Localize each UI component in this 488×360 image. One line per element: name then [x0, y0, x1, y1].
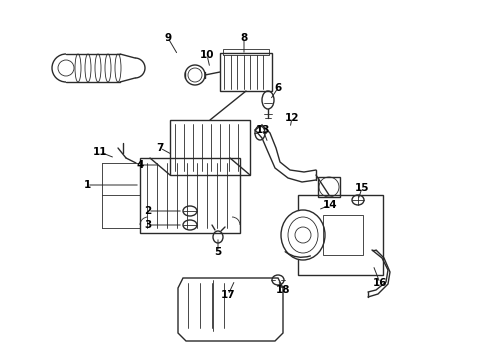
Bar	[140, 158, 240, 233]
Text: 6: 6	[274, 83, 281, 93]
Text: 11: 11	[93, 147, 107, 157]
Text: 15: 15	[354, 183, 368, 193]
Bar	[317, 177, 339, 197]
Text: 13: 13	[255, 125, 270, 135]
Text: 5: 5	[214, 247, 221, 257]
Text: 7: 7	[156, 143, 163, 153]
Text: 1: 1	[83, 180, 90, 190]
Bar	[323, 215, 362, 255]
Text: 4: 4	[136, 160, 143, 170]
Text: 10: 10	[199, 50, 214, 60]
Ellipse shape	[281, 210, 325, 260]
Text: 3: 3	[144, 220, 151, 230]
Bar	[223, 49, 268, 55]
Bar	[297, 195, 382, 275]
Text: 2: 2	[144, 206, 151, 216]
Text: 17: 17	[220, 290, 235, 300]
Text: 18: 18	[275, 285, 290, 295]
Text: 12: 12	[284, 113, 299, 123]
Text: 9: 9	[164, 33, 171, 43]
Text: 14: 14	[322, 200, 337, 210]
Text: 8: 8	[240, 33, 247, 43]
Bar	[220, 53, 271, 91]
Bar	[170, 120, 249, 175]
Text: 16: 16	[372, 278, 386, 288]
